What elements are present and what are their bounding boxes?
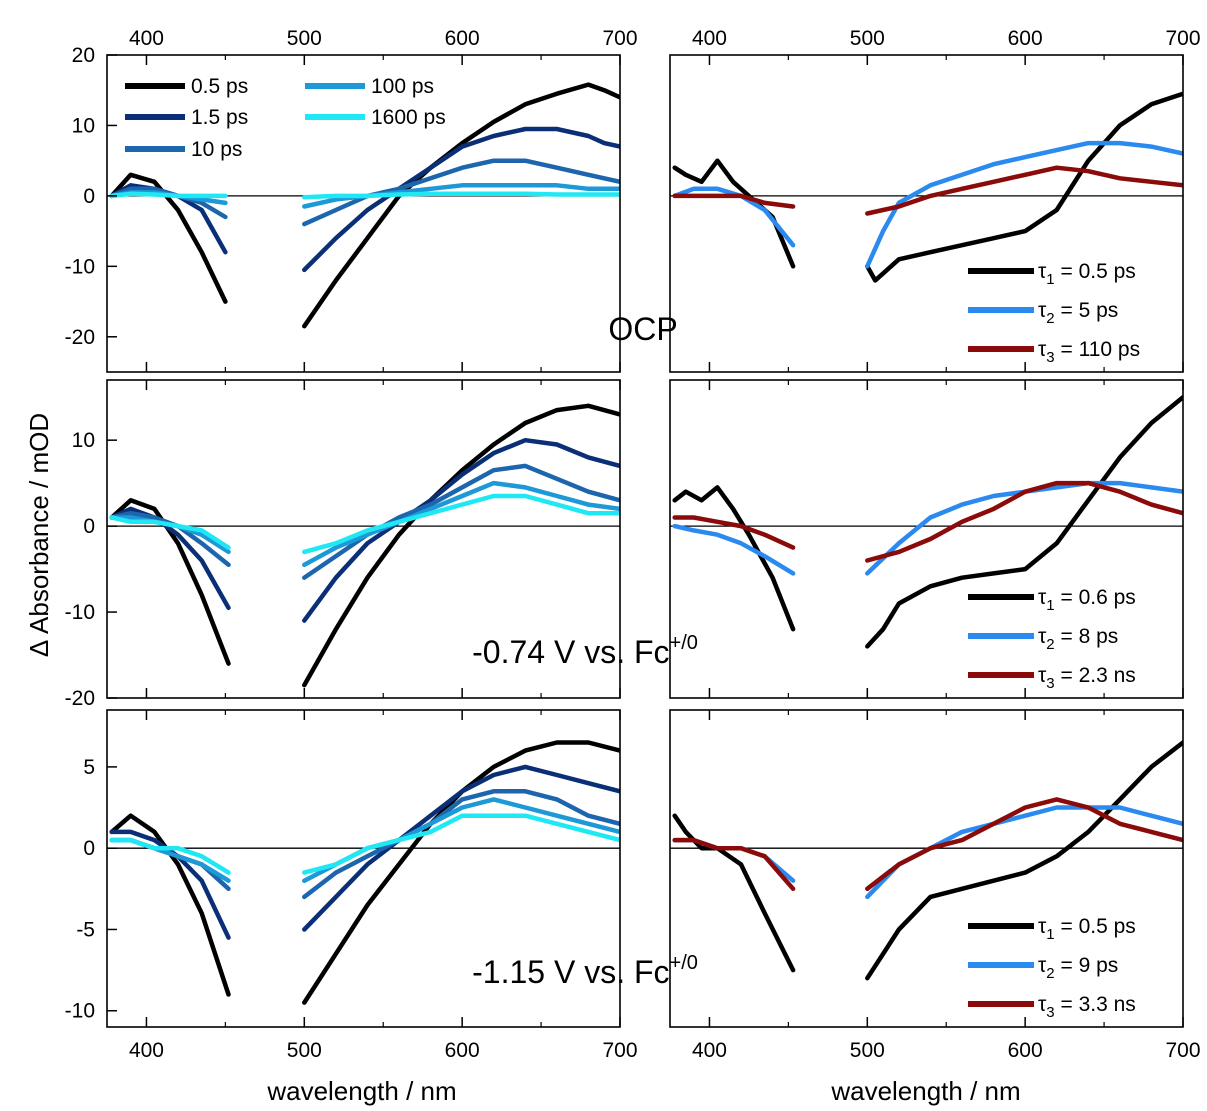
- x-tick-label: 500: [287, 27, 322, 50]
- x-tick-label: 500: [850, 1039, 885, 1062]
- y-tick-label: 20: [72, 44, 95, 67]
- panel-2-right: τ1 = 0.6 ps τ2 = 8 ps τ3 = 2.3 ns: [669, 379, 1184, 699]
- x-tick-label: 400: [692, 1039, 727, 1062]
- panel-1-right: 400 500 600 700 τ1 = 0.5 ps τ2 = 5 ps τ3 = 110…: [669, 27, 1201, 373]
- series-line-1: [109, 82, 620, 329]
- legend-label: τ1 = 0.5 ps: [1038, 260, 1136, 288]
- series-group: [672, 394, 1183, 649]
- legend-label: τ3 = 2.3 ns: [1038, 664, 1136, 692]
- series-group: [672, 740, 1183, 981]
- ylabel: Δ Absorbance / mOD: [24, 413, 54, 657]
- y-tick-label: 10: [72, 114, 95, 137]
- panel-annotation: OCP: [608, 311, 677, 347]
- series-line-3: [672, 797, 1183, 892]
- x-tick-label: 700: [602, 1039, 637, 1062]
- series-group: [109, 403, 620, 688]
- x-tick-label: 400: [129, 1039, 164, 1062]
- x-tick-label: 500: [287, 1039, 322, 1062]
- legend: 0.5 ps 1.5 ps 10 ps 100 ps 1600 ps: [125, 75, 446, 161]
- legend-label: 100 ps: [371, 75, 434, 98]
- panel-annotation: -1.15 V vs. Fc+/0: [472, 952, 698, 990]
- x-tick-label: 400: [129, 27, 164, 50]
- series-group: [109, 740, 620, 1005]
- xlabel-left: wavelength / nm: [266, 1076, 456, 1106]
- series-line-2: [672, 140, 1183, 269]
- legend-label: τ3 = 3.3 ns: [1038, 993, 1136, 1021]
- x-tick-label: 500: [850, 27, 885, 50]
- plot-frame: [669, 379, 1184, 699]
- x-tick-label: 600: [1008, 1039, 1043, 1062]
- y-tick-label: -20: [65, 326, 95, 349]
- series-line-5: [109, 813, 620, 875]
- legend-label: τ2 = 5 ps: [1038, 299, 1118, 327]
- y-tick-label: 5: [83, 756, 95, 779]
- panel-2-left: -20 -10 0 10 -0.74 V vs. Fc+/0: [65, 379, 698, 710]
- y-tick-label: -20: [65, 687, 95, 710]
- x-tick-label: 400: [692, 27, 727, 50]
- plot-frame: [669, 709, 1184, 1028]
- y-tick-label: 10: [72, 429, 95, 452]
- legend-label: τ2 = 8 ps: [1038, 625, 1118, 653]
- legend-label: τ2 = 9 ps: [1038, 954, 1118, 982]
- plot-frame: [669, 54, 1184, 373]
- x-tick-label: 700: [602, 27, 637, 50]
- panel-3-left: 400 500 600 700 -10 -5 0 5 -1.15 V vs. Fc+/0: [65, 709, 698, 1062]
- legend-label: τ1 = 0.6 ps: [1038, 586, 1136, 614]
- legend-label: τ3 = 110 ps: [1038, 338, 1140, 366]
- y-tick-label: -10: [65, 601, 95, 624]
- series-line-1: [672, 740, 1183, 981]
- legend-label: 10 ps: [191, 138, 242, 161]
- y-tick-label: 0: [83, 515, 95, 538]
- plot-frame: [106, 379, 621, 699]
- series-group: [672, 91, 1183, 283]
- x-tick-label: 700: [1165, 1039, 1200, 1062]
- x-tick-label: 700: [1165, 27, 1200, 50]
- series-group: [109, 82, 620, 329]
- legend: τ1 = 0.6 ps τ2 = 8 ps τ3 = 2.3 ns: [968, 586, 1136, 692]
- panel-annotation: -0.74 V vs. Fc+/0: [472, 632, 698, 670]
- series-line-5: [109, 191, 620, 200]
- x-tick-label: 600: [1008, 27, 1043, 50]
- x-tick-label: 600: [445, 1039, 480, 1062]
- panel-3-right: 400 500 600 700 τ1 = 0.5 ps τ2 = 9 ps τ3 = 3.3…: [669, 709, 1201, 1062]
- plot-frame: [106, 54, 621, 373]
- legend: τ1 = 0.5 ps τ2 = 9 ps τ3 = 3.3 ns: [968, 915, 1136, 1021]
- y-tick-label: 0: [83, 185, 95, 208]
- legend-label: τ1 = 0.5 ps: [1038, 915, 1136, 943]
- series-line-3: [672, 165, 1183, 216]
- y-tick-label: -10: [65, 255, 95, 278]
- x-tick-label: 600: [445, 27, 480, 50]
- plot-frame: [106, 709, 621, 1028]
- legend: τ1 = 0.5 ps τ2 = 5 ps τ3 = 110 ps: [968, 260, 1140, 366]
- panel-1-left: 400 500 600 700 -20 -10 0 10 20 OCP 0.5 ps 1.5 ps 10…: [65, 27, 678, 373]
- xlabel-right: wavelength / nm: [830, 1076, 1020, 1106]
- y-tick-label: -10: [65, 1000, 95, 1023]
- series-line-1: [672, 394, 1183, 649]
- y-tick-label: 0: [83, 837, 95, 860]
- series-line-4: [109, 480, 620, 568]
- legend-label: 1600 ps: [371, 106, 446, 129]
- series-line-5: [109, 493, 620, 555]
- legend-label: 0.5 ps: [191, 75, 248, 98]
- legend-label: 1.5 ps: [191, 106, 248, 129]
- series-line-3: [672, 480, 1183, 563]
- y-tick-label: -5: [76, 918, 95, 941]
